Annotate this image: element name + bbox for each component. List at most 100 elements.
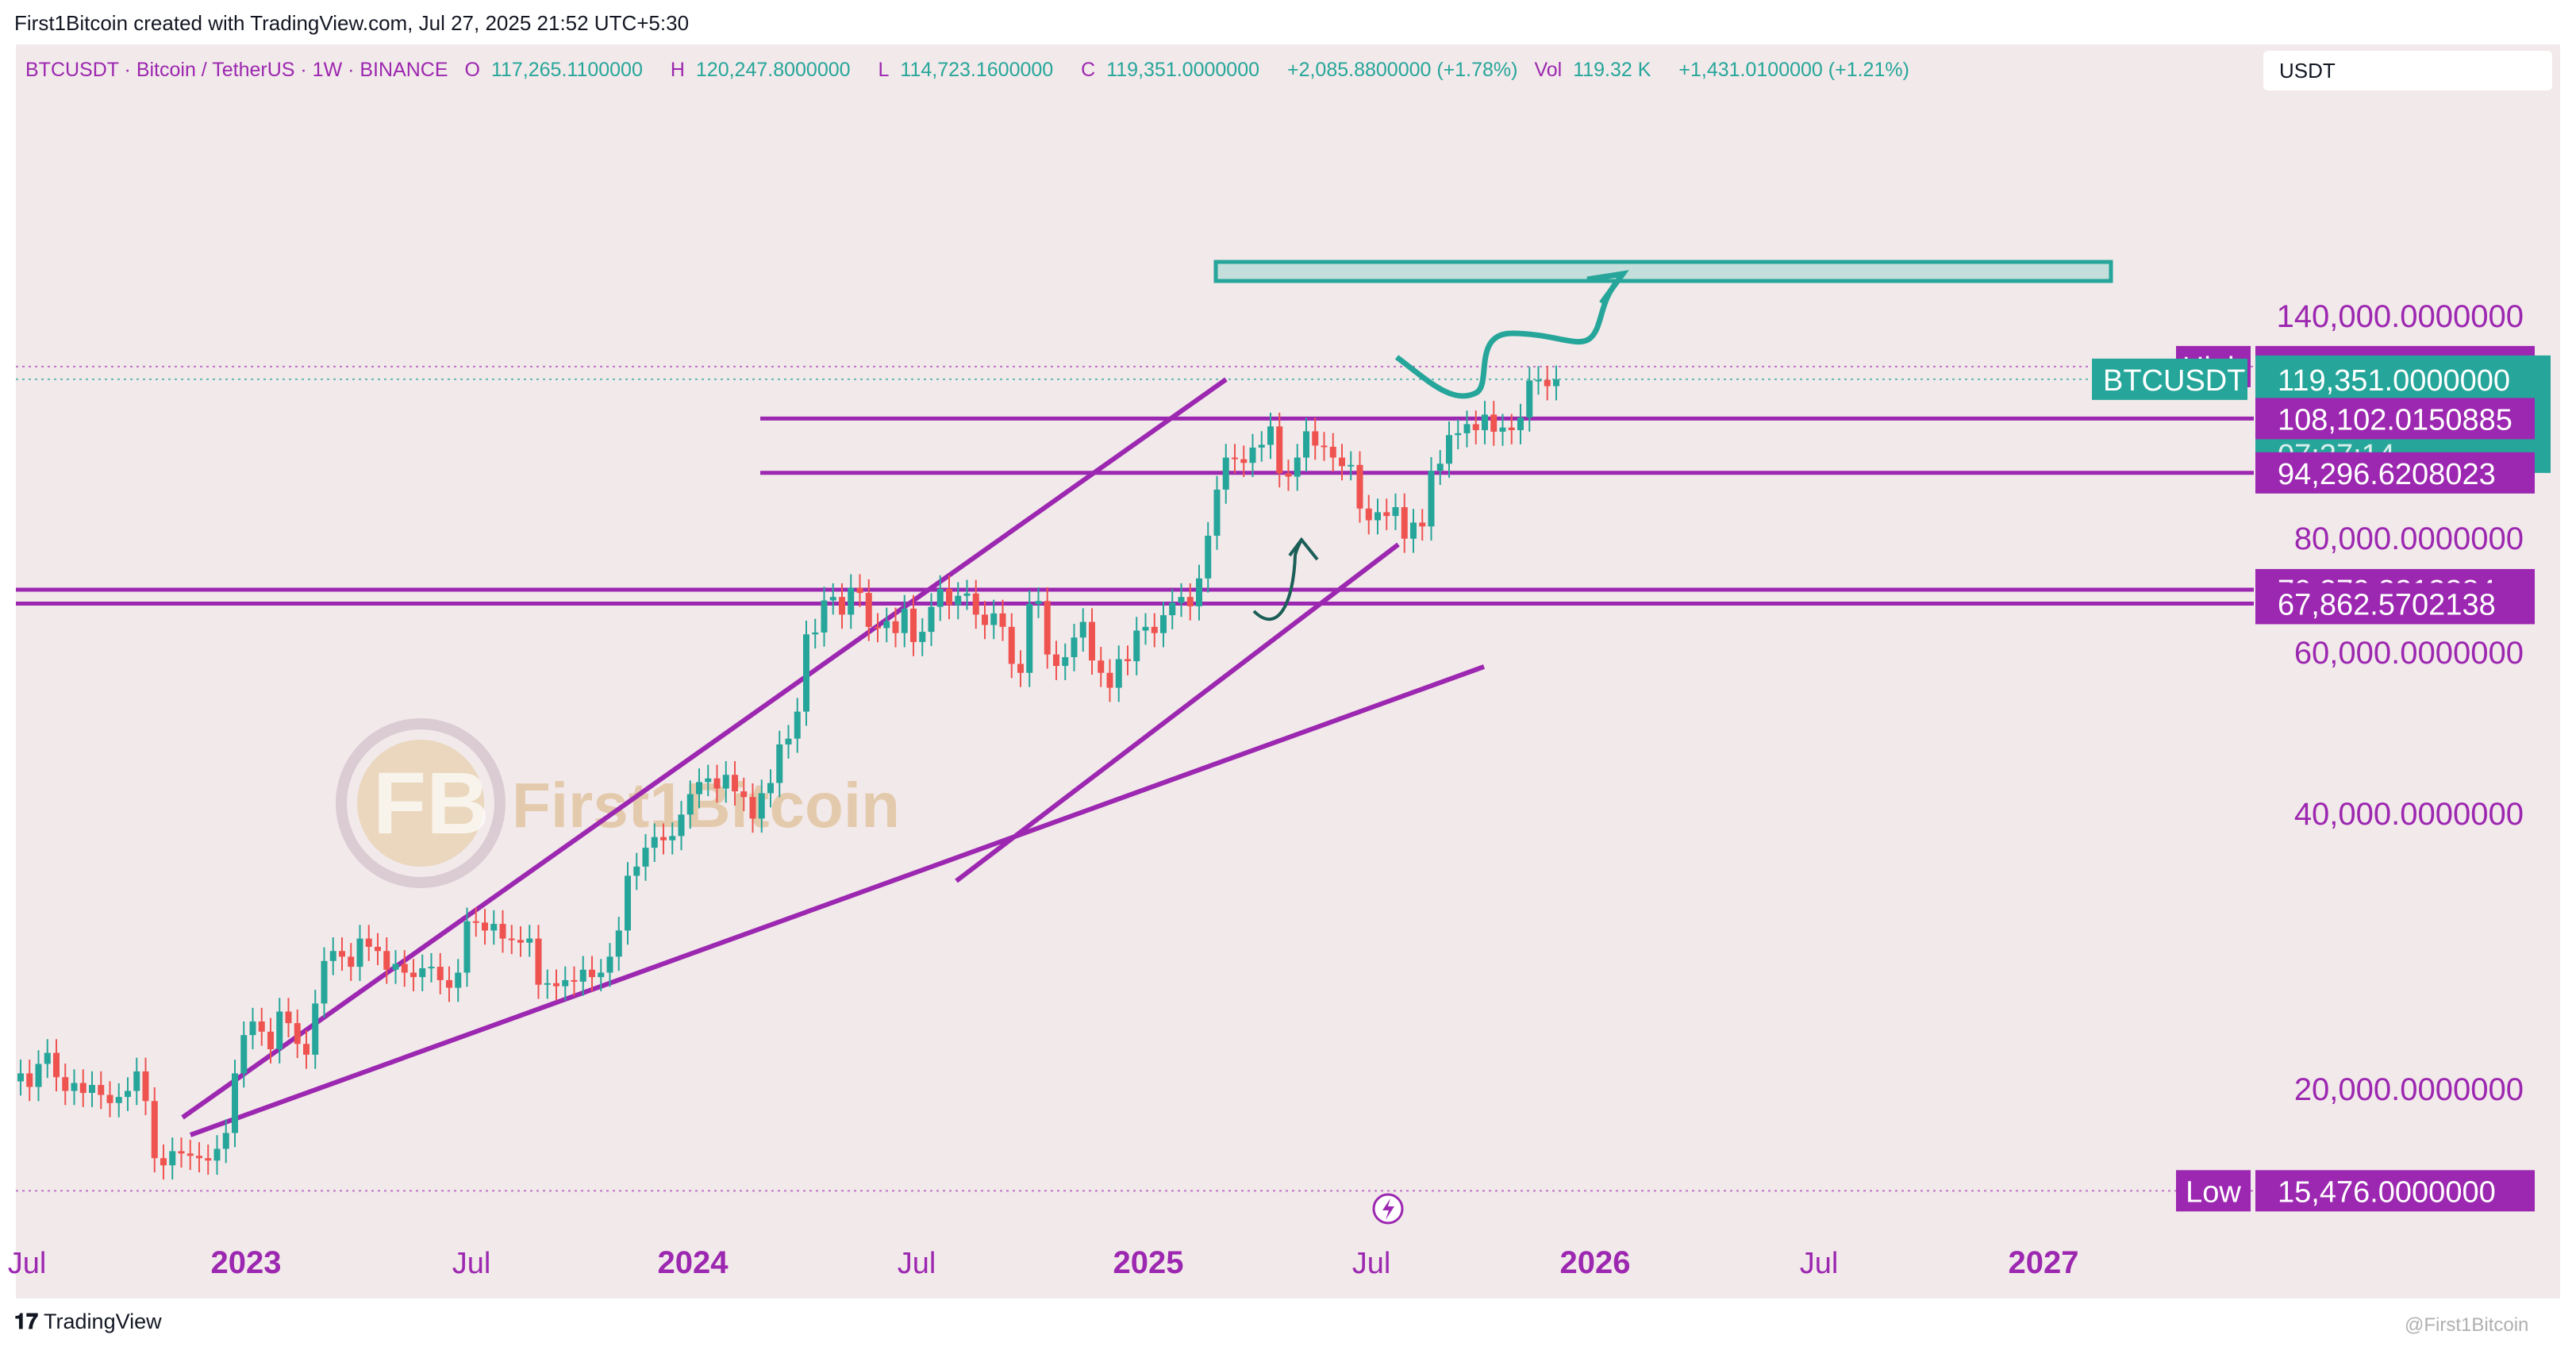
candle[interactable] xyxy=(71,1069,78,1106)
candle[interactable] xyxy=(1232,444,1238,474)
candle[interactable] xyxy=(848,574,855,629)
candle[interactable] xyxy=(821,587,828,647)
candle[interactable] xyxy=(1133,617,1140,675)
candle[interactable] xyxy=(839,583,845,629)
candle[interactable] xyxy=(294,1009,301,1059)
candle[interactable] xyxy=(999,599,1006,641)
candle[interactable] xyxy=(972,579,979,629)
candle[interactable] xyxy=(98,1071,105,1110)
candle[interactable] xyxy=(1008,613,1015,679)
candle[interactable] xyxy=(1276,413,1283,488)
candle[interactable] xyxy=(1339,444,1345,481)
candle[interactable] xyxy=(1267,413,1274,460)
candle[interactable] xyxy=(1213,475,1221,550)
candle[interactable] xyxy=(1392,493,1399,530)
candle[interactable] xyxy=(1535,366,1542,395)
candle[interactable] xyxy=(79,1069,87,1107)
candle[interactable] xyxy=(436,952,444,994)
candle[interactable] xyxy=(249,1007,256,1050)
candle[interactable] xyxy=(186,1140,194,1171)
candle[interactable] xyxy=(276,998,283,1064)
candle[interactable] xyxy=(196,1142,202,1173)
candle[interactable] xyxy=(1151,613,1158,648)
legend-symbol[interactable]: BTCUSDT · Bitcoin / TetherUS · 1W · BINA… xyxy=(25,59,448,81)
candle[interactable] xyxy=(1044,587,1051,669)
candle[interactable] xyxy=(812,618,819,649)
candle[interactable] xyxy=(151,1087,158,1173)
candle[interactable] xyxy=(1446,421,1452,479)
candle[interactable] xyxy=(1526,367,1533,432)
candle[interactable] xyxy=(803,621,809,726)
candle[interactable] xyxy=(1106,659,1113,702)
candle[interactable] xyxy=(1436,450,1444,485)
candle[interactable] xyxy=(526,925,533,957)
candle[interactable] xyxy=(1303,417,1309,472)
candle[interactable] xyxy=(490,910,498,945)
candle[interactable] xyxy=(339,937,345,971)
candle[interactable] xyxy=(222,1119,229,1164)
candle[interactable] xyxy=(1062,643,1069,680)
candle[interactable] xyxy=(740,777,748,812)
candle[interactable] xyxy=(1125,645,1131,675)
chart-frame[interactable] xyxy=(16,44,2560,1298)
candle[interactable] xyxy=(213,1135,221,1175)
candle[interactable] xyxy=(963,579,971,610)
candle[interactable] xyxy=(936,575,944,621)
candle[interactable] xyxy=(329,937,336,975)
candle[interactable] xyxy=(1196,564,1202,621)
candle[interactable] xyxy=(1294,444,1301,491)
candle[interactable] xyxy=(669,822,676,855)
candle[interactable] xyxy=(910,594,917,656)
candle[interactable] xyxy=(732,760,738,806)
candle[interactable] xyxy=(544,969,551,999)
price-tag[interactable]: 108,102.0150885 xyxy=(2255,398,2535,440)
candle[interactable] xyxy=(990,599,998,640)
candle[interactable] xyxy=(901,594,908,648)
candle[interactable] xyxy=(767,769,774,808)
candle[interactable] xyxy=(285,998,292,1037)
candle[interactable] xyxy=(1026,590,1033,687)
candle[interactable] xyxy=(713,764,721,803)
candle[interactable] xyxy=(365,925,372,961)
candle[interactable] xyxy=(125,1077,131,1111)
candle[interactable] xyxy=(919,617,926,656)
candle[interactable] xyxy=(419,954,426,991)
candle[interactable] xyxy=(1115,645,1122,702)
candle[interactable] xyxy=(1428,456,1435,541)
candle[interactable] xyxy=(178,1137,185,1168)
candle[interactable] xyxy=(1419,509,1426,541)
candle[interactable] xyxy=(446,966,452,1002)
candle[interactable] xyxy=(1499,414,1506,446)
candle[interactable] xyxy=(892,607,899,648)
candle[interactable] xyxy=(1240,445,1248,478)
candle[interactable] xyxy=(428,952,435,983)
candle[interactable] xyxy=(1553,365,1559,401)
candle[interactable] xyxy=(1035,587,1042,618)
candle[interactable] xyxy=(1017,650,1024,687)
candle[interactable] xyxy=(26,1060,33,1102)
candle[interactable] xyxy=(508,925,515,955)
candle[interactable] xyxy=(535,925,542,999)
candle[interactable] xyxy=(686,780,694,829)
candle[interactable] xyxy=(1544,366,1551,401)
symbol-legend[interactable]: BTCUSDT · Bitcoin / TetherUS · 1W · BINA… xyxy=(25,59,1920,82)
candle[interactable] xyxy=(312,990,319,1069)
currency-selector[interactable]: USDT xyxy=(2263,51,2552,90)
candle[interactable] xyxy=(1312,417,1319,460)
candle[interactable] xyxy=(17,1060,24,1096)
candle[interactable] xyxy=(205,1144,212,1175)
price-tag[interactable]: 94,296.6208023 xyxy=(2255,452,2535,494)
candle[interactable] xyxy=(651,823,658,862)
candle[interactable] xyxy=(696,768,702,809)
candle[interactable] xyxy=(571,966,578,996)
target-zone-box[interactable] xyxy=(1213,260,2113,283)
candle[interactable] xyxy=(240,1021,248,1088)
candle[interactable] xyxy=(1258,431,1265,462)
candle[interactable] xyxy=(401,950,408,987)
channel-upper-trendline[interactable] xyxy=(181,377,1228,1120)
candle[interactable] xyxy=(133,1057,140,1106)
candle[interactable] xyxy=(1186,583,1194,621)
candle[interactable] xyxy=(115,1083,122,1117)
candle[interactable] xyxy=(375,933,381,966)
